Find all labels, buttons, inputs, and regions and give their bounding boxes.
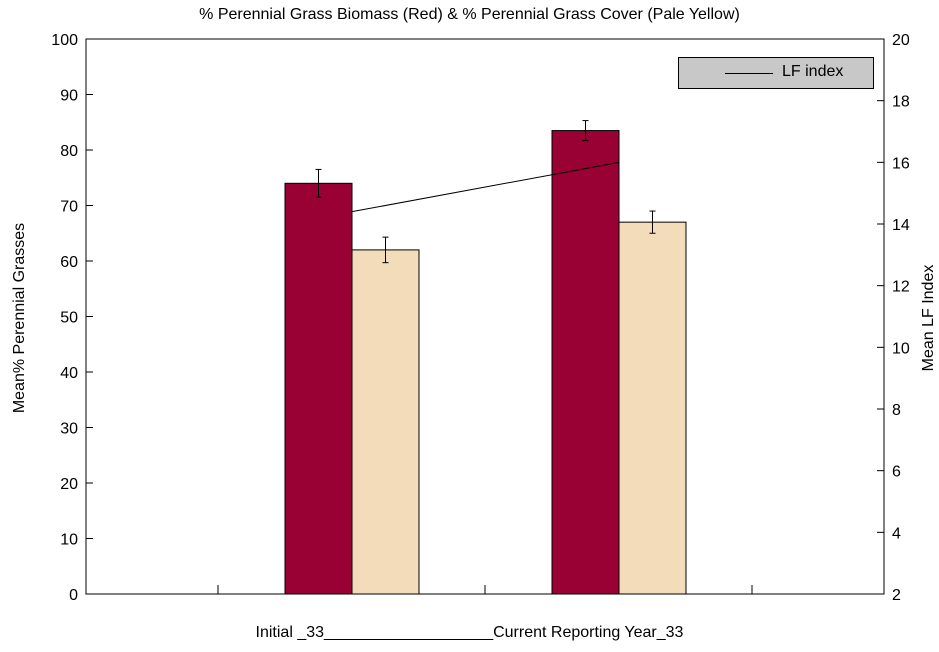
bar: [284, 182, 353, 595]
y-tick-label-right: 10: [892, 340, 910, 357]
y-tick-label-right: 20: [892, 32, 910, 49]
plot-frame: [85, 38, 885, 595]
y-tick-label-left: 80: [60, 143, 78, 160]
y-tick-label-right: 14: [892, 217, 910, 234]
y-tick-label-right: 16: [892, 155, 910, 172]
y-tick-label-left: 90: [60, 88, 78, 105]
y-tick-label-right: 2: [892, 587, 901, 604]
y-tick-label-right: 8: [892, 402, 901, 419]
y-tick-label-left: 50: [60, 310, 78, 327]
y-axis-label-left: Mean% Perennial Grasses: [11, 222, 28, 414]
y-tick-label-right: 18: [892, 94, 910, 111]
y-tick-label-left: 40: [60, 365, 78, 382]
y-tick-label-left: 60: [60, 254, 78, 271]
y-tick-label-left: 0: [69, 587, 78, 604]
y-tick-label-left: 20: [60, 476, 78, 493]
chart-title: % Perennial Grass Biomass (Red) & % Pere…: [199, 6, 740, 23]
legend-line-swatch: [725, 73, 773, 74]
y-tick-label-left: 30: [60, 421, 78, 438]
y-tick-label-left: 100: [51, 32, 78, 49]
y-tick-label-left: 10: [60, 532, 78, 549]
x-axis-label: Initial _33___________________Current Re…: [255, 624, 684, 641]
y-tick-label-left: 70: [60, 199, 78, 216]
lf-index-line: [351, 161, 620, 213]
bar: [551, 130, 620, 595]
y-tick-label-right: 4: [892, 525, 901, 542]
bar: [351, 249, 420, 595]
bar: [618, 221, 687, 595]
y-tick-label-right: 12: [892, 279, 910, 296]
y-tick-label-right: 6: [892, 464, 901, 481]
legend: LF index: [678, 57, 874, 89]
legend-entry-lf-index: LF index: [782, 63, 844, 80]
y-axis-label-right: Mean LF Index: [920, 264, 937, 372]
